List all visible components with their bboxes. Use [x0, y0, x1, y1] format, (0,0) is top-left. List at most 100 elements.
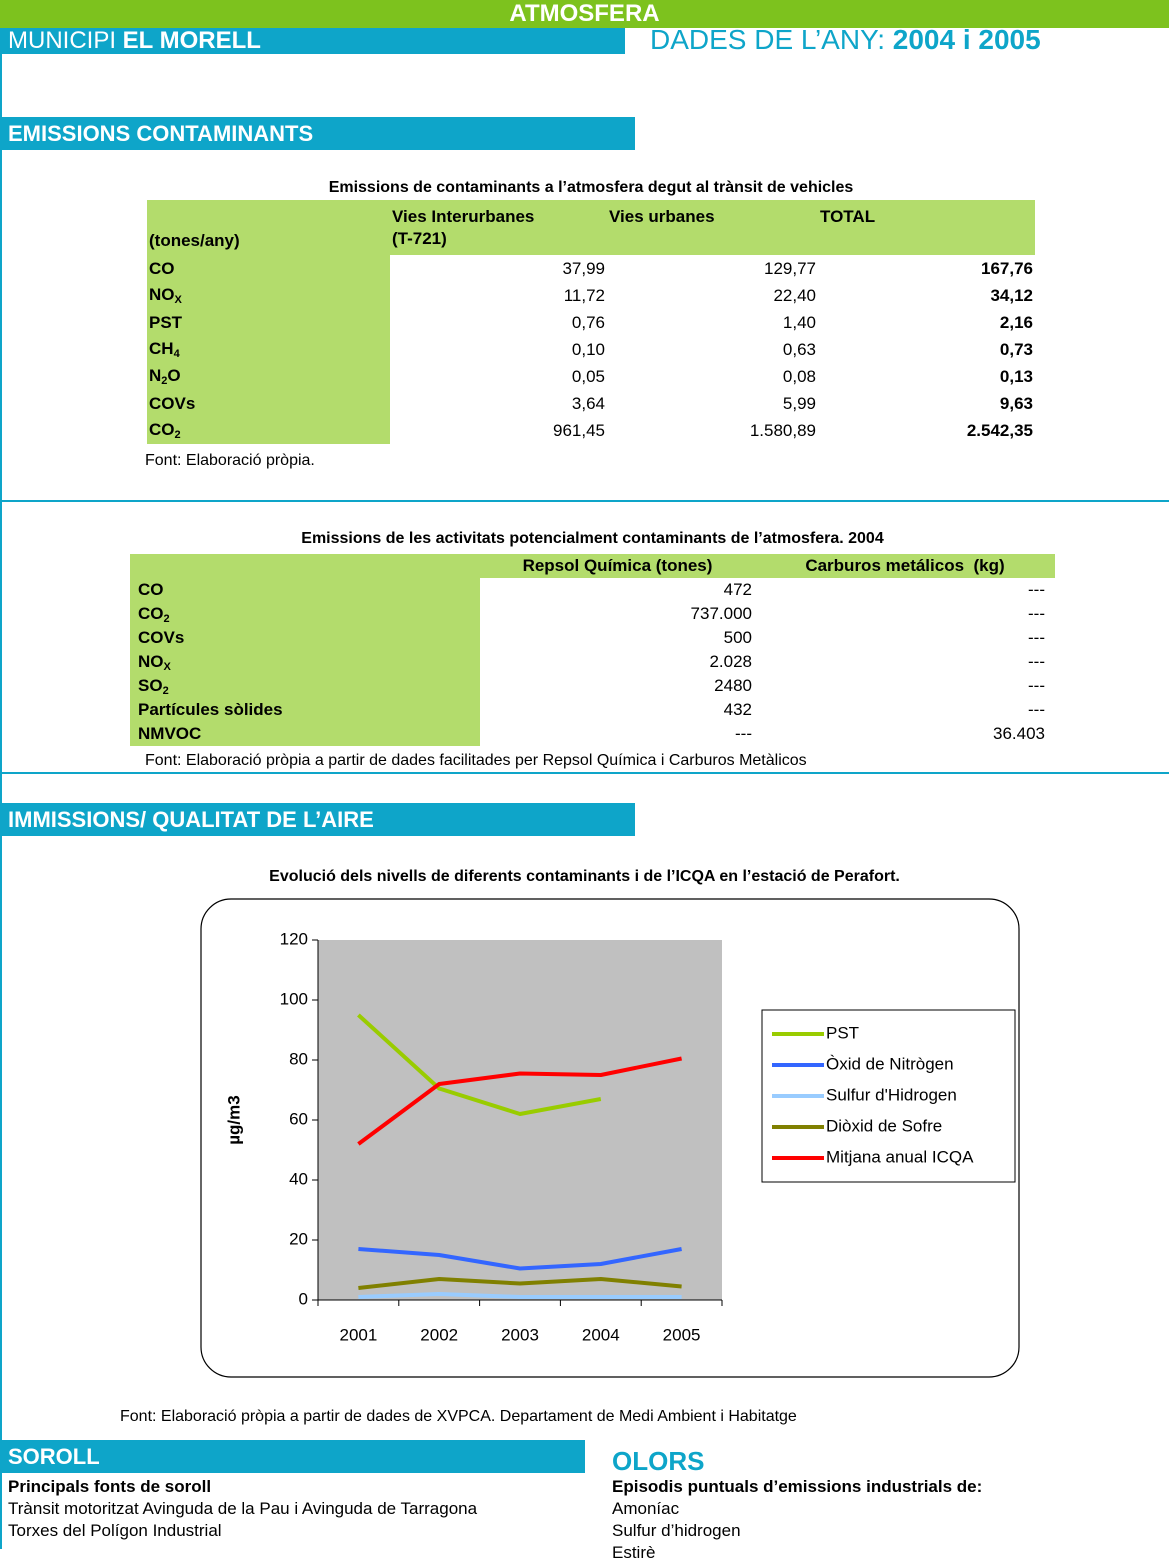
municipi-name: EL MORELL	[122, 27, 261, 54]
municipi-bar: MUNICIPI EL MORELL	[0, 28, 625, 54]
label: Partícules sòlides	[138, 700, 283, 719]
label: CO	[138, 580, 164, 599]
header-cell: TOTAL	[818, 200, 1035, 255]
x-tick-label: 2002	[420, 1325, 458, 1344]
series-line	[358, 1277, 682, 1290]
section-header: IMMISSIONS/ QUALITAT DE L’AIRE	[0, 803, 635, 836]
cell: 2.542,35	[966, 420, 1033, 440]
rule	[0, 500, 1169, 502]
y-tick-label: 20	[289, 1229, 308, 1248]
cell: 9,63	[999, 393, 1033, 413]
cell: 11,72	[563, 285, 605, 305]
row-label: CH4	[147, 336, 390, 363]
row-label: SO2	[130, 674, 480, 698]
row-label: COVs	[147, 390, 390, 417]
cell: 0,05	[571, 366, 605, 386]
label-sub: 2	[163, 612, 170, 625]
label-sub: 4	[173, 348, 180, 360]
label: COVs	[149, 393, 196, 413]
legend-label: Sulfur d'Hidrogen	[826, 1085, 957, 1104]
cell: 0,73	[999, 339, 1033, 359]
section-header: EMISSIONS CONTAMINANTS	[0, 117, 635, 150]
header-text: (T-721)	[392, 229, 447, 248]
table: (tones/any) Vies Interurbanes (T-721) Vies …	[147, 200, 1035, 444]
olors-text: Episodis puntuals d’emissions industrial…	[612, 1476, 982, 1564]
row: CH4 0,10 0,63 0,73	[147, 336, 1035, 363]
label: CO	[149, 420, 175, 439]
row: COVs 3,64 5,99 9,63	[147, 390, 1035, 417]
cell: 0,13	[999, 366, 1033, 386]
label-sub: 2	[174, 429, 181, 441]
section-header: SOROLL	[0, 1440, 585, 1473]
page-border	[0, 0, 2, 1549]
legend-label: Òxid de Nitrògen	[826, 1054, 954, 1073]
row-label: NMVOC	[130, 722, 480, 746]
soroll-text: Principals fonts de soroll Trànsit motor…	[8, 1476, 585, 1542]
row-label: CO2	[130, 602, 480, 626]
label: O	[167, 366, 181, 385]
row: NOX 11,72 22,40 34,12	[147, 282, 1035, 309]
row: COVs 500 ---	[130, 626, 1055, 650]
x-tick-label: 2001	[339, 1325, 377, 1344]
cell: 0,10	[571, 339, 605, 359]
y-tick-label: 0	[299, 1289, 308, 1308]
label-sub: X	[174, 294, 182, 306]
cell: 22,40	[773, 285, 816, 305]
cell: 432	[723, 700, 752, 719]
row-label: NOX	[130, 650, 480, 674]
row: NMVOC --- 36.403	[130, 722, 1055, 746]
olors-item: Estirè	[612, 1543, 656, 1562]
legend-label: Mitjana anual ICQA	[826, 1147, 974, 1166]
row-label: CO	[147, 255, 390, 282]
cell: 1,40	[782, 312, 816, 332]
soroll-line: Trànsit motoritzat Avinguda de la Pau i …	[8, 1499, 478, 1518]
header-text: TOTAL	[820, 207, 876, 226]
row: CO2 961,45 1.580,89 2.542,35	[147, 417, 1035, 444]
cell: 2.028	[709, 652, 752, 671]
cell: 0,63	[782, 339, 816, 359]
row-label: N2O	[147, 363, 390, 390]
label: CO	[149, 258, 175, 278]
label: SO	[138, 675, 163, 695]
series-line	[357, 1013, 602, 1116]
row-label: NOX	[147, 282, 390, 309]
header-text: Vies urbanes	[609, 207, 715, 226]
label: N	[149, 366, 162, 385]
cell: 34,12	[990, 285, 1033, 305]
cell: ---	[735, 724, 752, 743]
y-tick-label: 60	[289, 1109, 308, 1128]
cell: 1.580,89	[749, 420, 816, 440]
rule	[0, 772, 1169, 774]
table-source: Font: Elaboració pròpia.	[145, 452, 315, 469]
section-header: OLORS	[612, 1446, 705, 1476]
row-label: Partícules sòlides	[130, 698, 480, 722]
cell: 167,76	[981, 258, 1033, 278]
years-label: DADES DE L’ANY:	[650, 24, 885, 55]
cell: 0,08	[782, 366, 816, 386]
cell: 37,99	[562, 258, 605, 278]
y-tick-label: 80	[289, 1049, 308, 1068]
label-sub: 2	[162, 684, 169, 697]
label: CH	[149, 339, 174, 358]
y-tick-label: 100	[280, 989, 308, 1008]
x-tick-label: 2005	[663, 1325, 701, 1344]
x-tick-label: 2004	[582, 1325, 620, 1344]
row: Partícules sòlides 432 ---	[130, 698, 1055, 722]
header-cell: Vies urbanes	[607, 200, 818, 255]
row: CO2 737.000 ---	[130, 602, 1055, 626]
cell: 36.403	[993, 724, 1045, 743]
header-text: Vies Interurbanes	[392, 207, 535, 226]
header-row: (tones/any) Vies Interurbanes (T-721) Vies …	[147, 200, 1035, 255]
cell: 2,16	[999, 312, 1033, 332]
soroll-line: Torxes del Polígon Industrial	[8, 1521, 222, 1540]
legend-label: PST	[826, 1023, 859, 1042]
header-cell: Carburos metálicos (kg)	[755, 554, 1055, 578]
table-caption: Emissions de les activitats potencialmen…	[301, 530, 884, 547]
header-cell: (tones/any)	[147, 200, 390, 255]
series-line	[358, 1247, 682, 1271]
plot-area	[318, 940, 722, 1300]
cell: 2480	[714, 676, 752, 695]
cell: ---	[1028, 676, 1045, 695]
cell: ---	[1028, 700, 1045, 719]
table-source: Font: Elaboració pròpia a partir de dade…	[145, 752, 807, 769]
